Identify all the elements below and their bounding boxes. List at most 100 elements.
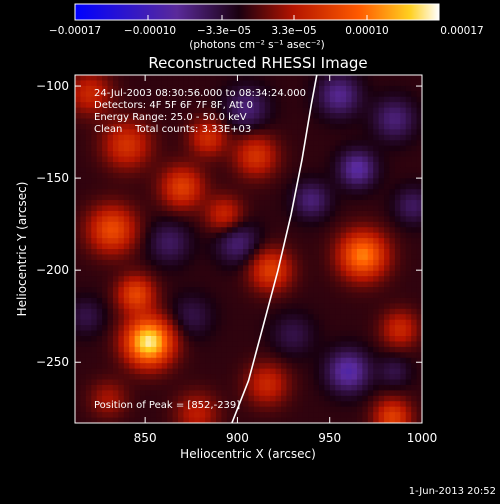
- heatmap-cell: [221, 210, 228, 217]
- heatmap-cell: [85, 172, 92, 179]
- heatmap-cell: [411, 140, 418, 147]
- heatmap-cell: [297, 227, 304, 234]
- heatmap-cell: [102, 308, 109, 315]
- heatmap-cell: [167, 390, 174, 397]
- heatmap-cell: [384, 319, 391, 326]
- heatmap-cell: [85, 162, 92, 169]
- heatmap-cell: [107, 406, 114, 413]
- heatmap-cell: [194, 102, 201, 109]
- heatmap-cell: [156, 281, 163, 288]
- heatmap-cell: [118, 401, 125, 408]
- heatmap-cell: [96, 384, 103, 391]
- heatmap-cell: [378, 200, 385, 207]
- heatmap-cell: [416, 162, 422, 169]
- heatmap-cell: [167, 292, 174, 299]
- heatmap-cell: [156, 401, 163, 408]
- heatmap-cell: [183, 123, 190, 130]
- heatmap-cell: [281, 216, 288, 223]
- heatmap-cell: [145, 303, 152, 310]
- heatmap-cell: [129, 85, 136, 92]
- heatmap-cell: [80, 178, 87, 185]
- heatmap-cell: [367, 281, 374, 288]
- heatmap-cell: [215, 287, 222, 294]
- heatmap-cell: [102, 85, 109, 92]
- heatmap-cell: [221, 238, 228, 245]
- heatmap-cell: [324, 91, 331, 98]
- heatmap-cell: [91, 308, 98, 315]
- heatmap-cell: [297, 254, 304, 261]
- heatmap-cell: [302, 145, 309, 152]
- heatmap-cell: [411, 129, 418, 136]
- heatmap-cell: [232, 221, 239, 228]
- heatmap-cell: [318, 96, 325, 103]
- heatmap-cell: [145, 80, 152, 87]
- heatmap-cell: [91, 178, 98, 185]
- heatmap-cell: [210, 91, 217, 98]
- heatmap-cell: [302, 319, 309, 326]
- heatmap-cell: [335, 96, 342, 103]
- heatmap-cell: [107, 336, 114, 343]
- heatmap-cell: [253, 216, 260, 223]
- heatmap-cell: [199, 265, 206, 272]
- heatmap-cell: [297, 85, 304, 92]
- heatmap-cell: [205, 336, 212, 343]
- heatmap-cell: [346, 395, 353, 402]
- heatmap-cell: [134, 238, 141, 245]
- heatmap-cell: [210, 102, 217, 109]
- heatmap-cell: [329, 194, 336, 201]
- heatmap-cell: [167, 357, 174, 364]
- heatmap-cell: [416, 200, 422, 207]
- heatmap-cell: [259, 227, 266, 234]
- heatmap-cell: [416, 314, 422, 321]
- heatmap-cell: [313, 259, 320, 266]
- heatmap-cell: [156, 129, 163, 136]
- heatmap-cell: [188, 417, 195, 423]
- heatmap-cell: [215, 162, 222, 169]
- heatmap-cell: [102, 102, 109, 109]
- heatmap-cell: [259, 102, 266, 109]
- heatmap-cell: [324, 232, 331, 239]
- heatmap-cell: [178, 140, 185, 147]
- heatmap-cell: [118, 363, 125, 370]
- heatmap-cell: [210, 80, 217, 87]
- heatmap-cell: [259, 118, 266, 125]
- heatmap-cell: [356, 259, 363, 266]
- heatmap-cell: [367, 96, 374, 103]
- heatmap-cell: [232, 303, 239, 310]
- heatmap-cell: [264, 346, 271, 353]
- heatmap-cell: [172, 227, 179, 234]
- heatmap-cell: [318, 417, 325, 423]
- heatmap-cell: [373, 395, 380, 402]
- heatmap-cell: [248, 227, 255, 234]
- heatmap-cell: [210, 200, 217, 207]
- heatmap-cell: [178, 281, 185, 288]
- heatmap-cell: [134, 172, 141, 179]
- heatmap-cell: [416, 341, 422, 348]
- heatmap-cell: [286, 107, 293, 114]
- heatmap-cell: [96, 401, 103, 408]
- heatmap-cell: [324, 292, 331, 299]
- heatmap-cell: [335, 412, 342, 419]
- heatmap-cell: [346, 368, 353, 375]
- heatmap-cell: [308, 259, 315, 266]
- heatmap-cell: [394, 265, 401, 272]
- heatmap-cell: [373, 85, 380, 92]
- heatmap-cell: [270, 254, 277, 261]
- heatmap-cell: [156, 314, 163, 321]
- heatmap-cell: [329, 102, 336, 109]
- heatmap-cell: [389, 75, 396, 82]
- heatmap-cell: [259, 374, 266, 381]
- heatmap-cell: [161, 276, 168, 283]
- heatmap-cell: [188, 118, 195, 125]
- heatmap-cell: [161, 107, 168, 114]
- heatmap-cell: [253, 390, 260, 397]
- heatmap-cell: [183, 341, 190, 348]
- heatmap-cell: [346, 91, 353, 98]
- heatmap-cell: [367, 297, 374, 304]
- heatmap-cell: [178, 156, 185, 163]
- heatmap-cell: [281, 113, 288, 120]
- heatmap-cell: [188, 281, 195, 288]
- heatmap-cell: [340, 75, 347, 82]
- heatmap-cell: [329, 134, 336, 141]
- heatmap-cell: [118, 417, 125, 423]
